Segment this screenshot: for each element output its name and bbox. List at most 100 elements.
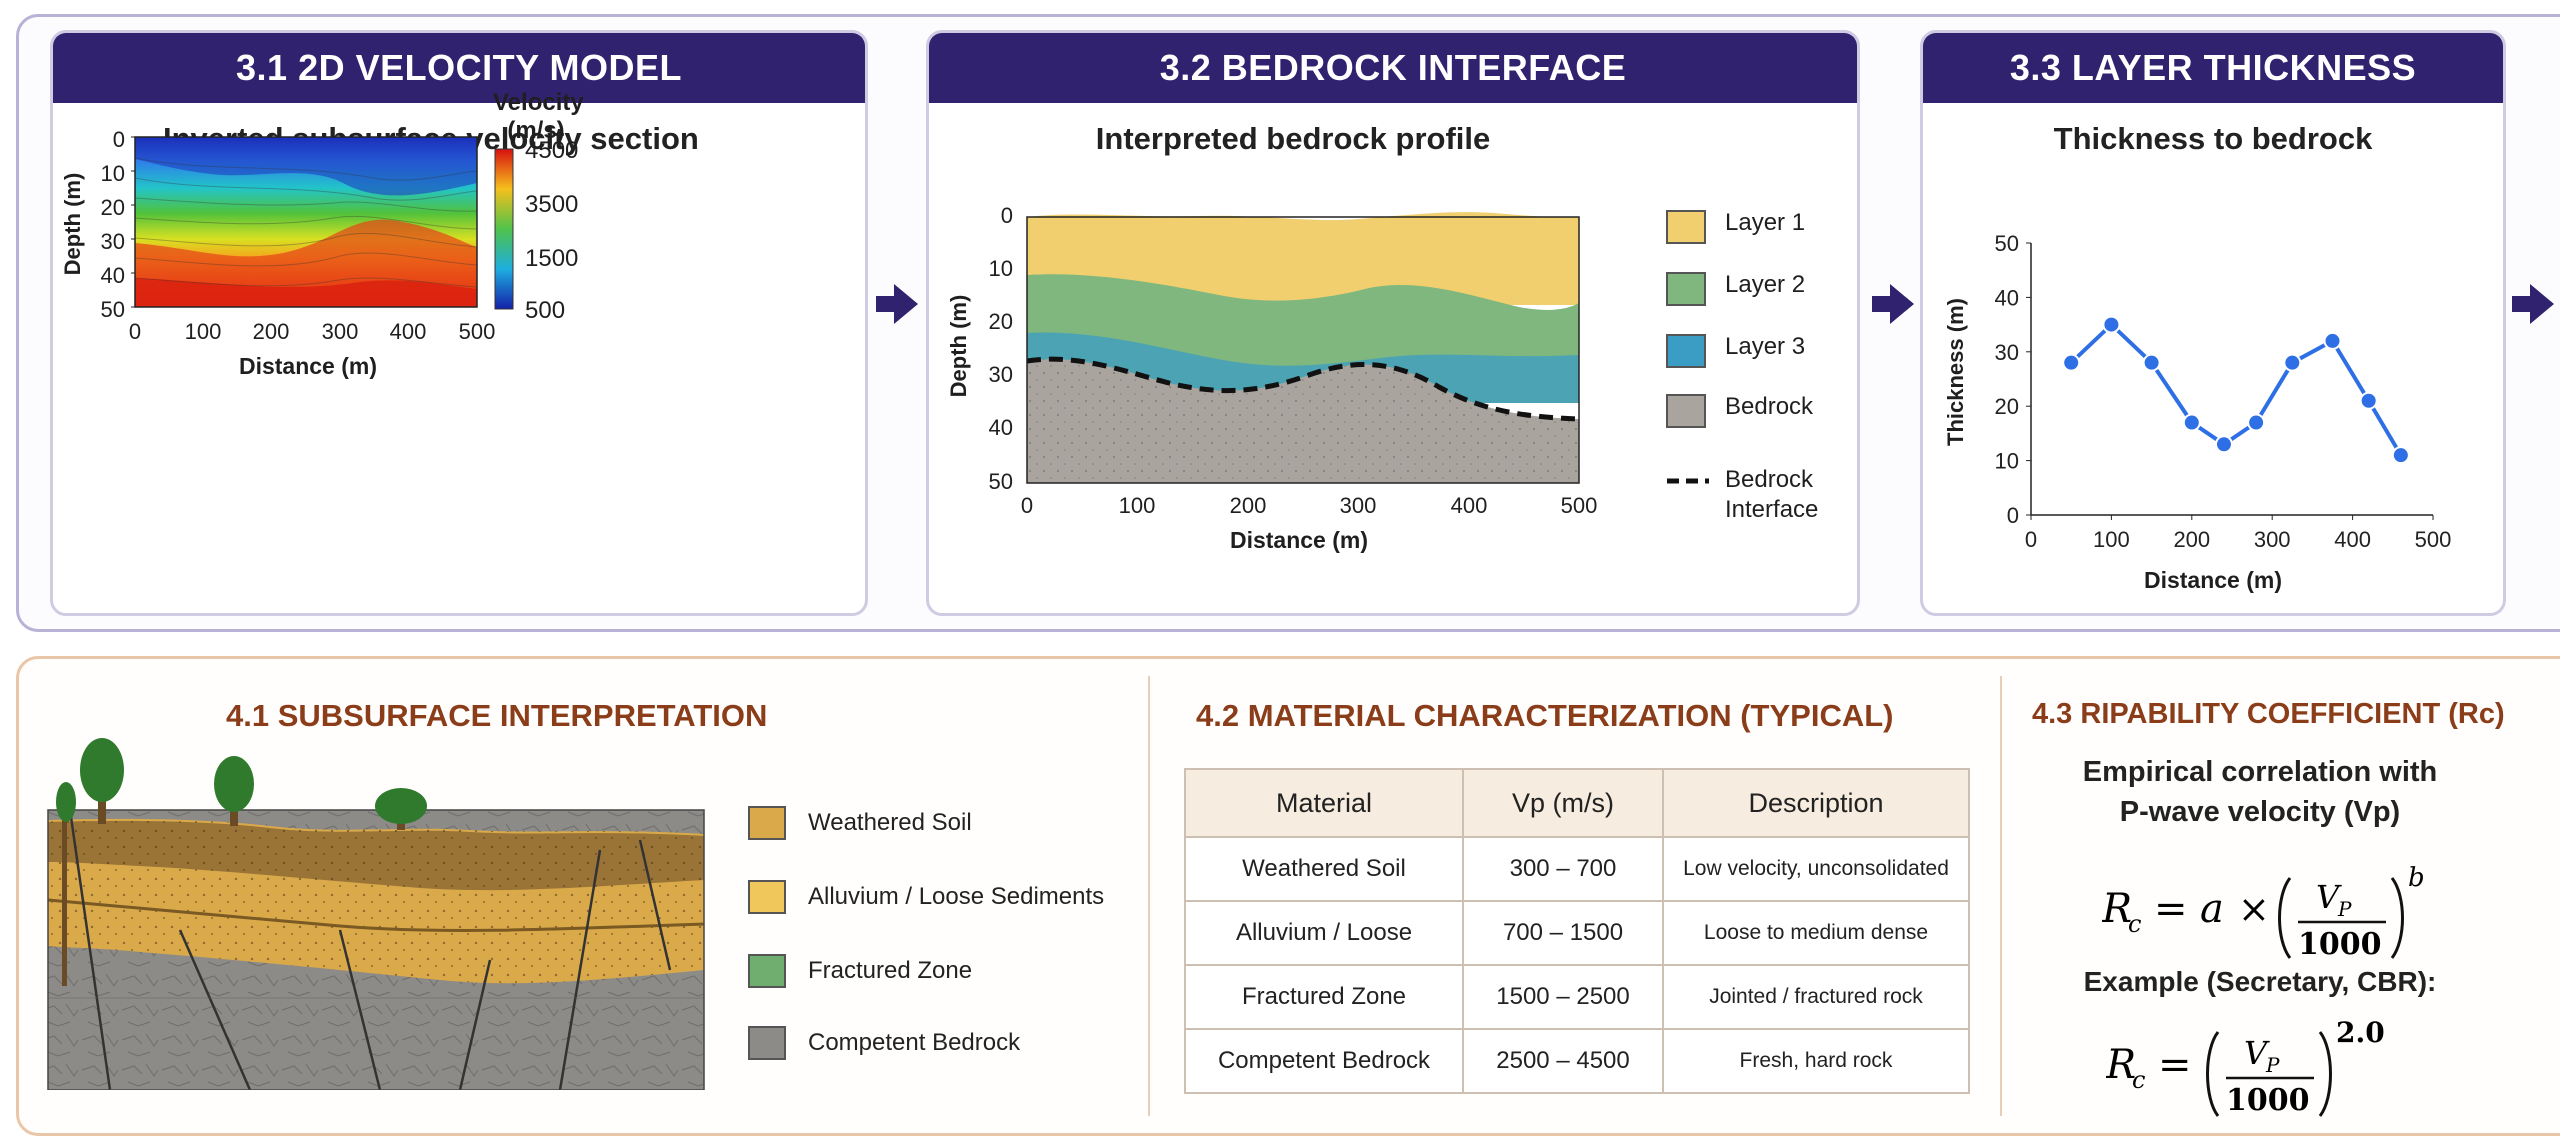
subsurface-interpretation-title: 4.1 SUBSURFACE INTERPRETATION: [226, 698, 768, 733]
series-line: [2069, 321, 2403, 457]
svg-text:=: =: [2154, 886, 2188, 932]
y-tick-label: 0: [112, 127, 125, 152]
layer-thickness-panel: 3.3 LAYER THICKNESS Thickness to bedrock…: [1920, 30, 2506, 616]
y-tick-label: 40: [100, 263, 125, 288]
x-tick-label: 300: [2254, 527, 2291, 552]
swatch-weathered-soil: [748, 806, 786, 840]
table-cell: Fresh, hard rock: [1662, 1028, 1970, 1094]
svg-text:P: P: [2337, 897, 2352, 921]
x-tick-label: 200: [252, 319, 290, 344]
x-tick-label: 500: [458, 319, 496, 344]
table-row: Fractured Zone 1500 – 2500 Jointed / fra…: [1184, 964, 1970, 1030]
table-cell: Alluvium / Loose: [1184, 900, 1464, 966]
section-divider: [2000, 676, 2002, 1116]
legend-bedrock: Bedrock: [1725, 393, 1814, 420]
table-cell: Fractured Zone: [1184, 964, 1464, 1030]
legend-weathered-soil: Weathered Soil: [748, 806, 972, 840]
y-tick-label: 30: [1995, 340, 2019, 365]
svg-text:V: V: [2316, 878, 2342, 916]
y-axis-label: Depth (m): [946, 294, 971, 398]
x-tick-label: 500: [2415, 527, 2452, 552]
svg-text:a: a: [2200, 886, 2224, 932]
layer-thickness-subtitle: Thickness to bedrock: [2053, 121, 2373, 156]
y-tick-label: 10: [100, 161, 125, 186]
velocity-section-plot: [131, 136, 514, 310]
y-tick-label: 0: [2007, 503, 2019, 528]
rippability-example-equation: R c = V P 1000 2.0: [2105, 1014, 2436, 1134]
svg-text:1000: 1000: [2226, 1083, 2310, 1118]
svg-text:×: ×: [2238, 887, 2270, 931]
y-tick-label: 40: [988, 415, 1013, 440]
x-tick-label: 300: [1339, 493, 1377, 518]
y-tick-label: 30: [100, 229, 125, 254]
x-tick-label: 0: [128, 319, 142, 344]
x-tick-label: 100: [1118, 493, 1156, 518]
table-header: Vp (m/s): [1462, 768, 1664, 838]
bedrock-interface-panel: 3.2 BEDROCK INTERFACE Interpreted bedroc…: [926, 30, 1860, 616]
colorbar-tick: 1500: [525, 245, 579, 272]
bedrock-interface-title: 3.2 BEDROCK INTERFACE: [929, 33, 1857, 103]
y-axis-label: Depth (m): [60, 172, 85, 276]
table-header-row: Material Vp (m/s) Description: [1184, 768, 1970, 838]
flow-arrow-icon: [876, 284, 918, 324]
y-tick-label: 0: [1000, 203, 1013, 228]
table-row: Competent Bedrock 2500 – 4500 Fresh, har…: [1184, 1028, 1970, 1094]
colorbar-tick: 4500: [525, 137, 579, 164]
legend-fractured-zone: Fractured Zone: [748, 954, 972, 988]
table-header: Material: [1184, 768, 1464, 838]
x-tick-label: 400: [389, 319, 427, 344]
x-axis-label: Distance (m): [238, 353, 378, 379]
data-point: [2142, 353, 2161, 372]
section-divider: [1148, 676, 1150, 1116]
material-table: Material Vp (m/s) Description Weathered …: [1184, 768, 1970, 1094]
velocity-model-title: 3.1 2D VELOCITY MODEL: [53, 33, 865, 103]
data-point: [2182, 413, 2201, 432]
rippability-example-label: Example (Secretary, CBR):: [2083, 966, 2437, 997]
x-axis-label: Distance (m): [1229, 527, 1369, 553]
table-cell: Weathered Soil: [1184, 836, 1464, 902]
svg-text:V: V: [2244, 1034, 2270, 1072]
svg-text:=: =: [2158, 1042, 2192, 1088]
y-tick-label: 30: [988, 362, 1013, 387]
bedrock-profile-plot: [1026, 210, 1709, 484]
table-cell: 700 – 1500: [1462, 900, 1664, 966]
table-cell: Competent Bedrock: [1184, 1028, 1464, 1094]
table-cell: 2500 – 4500: [1462, 1028, 1664, 1094]
legend-competent-bedrock: Competent Bedrock: [748, 1026, 1020, 1060]
table-cell: Low velocity, unconsolidated: [1662, 836, 1970, 902]
svg-text:R: R: [2102, 886, 2132, 932]
rippability-exponent: 2.0: [2336, 1016, 2385, 1049]
legend-layer-2: Layer 2: [1725, 271, 1806, 298]
flow-arrow-icon: [1872, 284, 1914, 324]
data-point: [2214, 435, 2233, 454]
svg-text:P: P: [2265, 1053, 2280, 1077]
x-tick-label: 300: [321, 319, 359, 344]
data-point: [2391, 446, 2410, 465]
x-tick-label: 0: [2025, 527, 2037, 552]
y-tick-label: 10: [1995, 449, 2019, 474]
data-point: [2323, 331, 2342, 350]
velocity-colorbar: [494, 148, 514, 310]
x-tick-label: 400: [1450, 493, 1488, 518]
y-tick-label: 40: [1995, 285, 2019, 310]
svg-text:1000: 1000: [2298, 927, 2382, 960]
colorbar-tick: 500: [525, 297, 566, 324]
data-point: [2247, 413, 2266, 432]
colorbar-tick: 3500: [525, 191, 579, 218]
bedrock-interface-subtitle: Interpreted bedrock profile: [1095, 121, 1491, 156]
table-row: Weathered Soil 300 – 700 Low velocity, u…: [1184, 836, 1970, 902]
x-axis-label: Distance (m): [2143, 567, 2283, 593]
material-characterization-title: 4.2 MATERIAL CHARACTERIZATION (TYPICAL): [1196, 698, 1894, 733]
legend-alluvium: Alluvium / Loose Sediments: [748, 880, 1104, 914]
x-tick-label: 100: [2093, 527, 2130, 552]
swatch-fractured-zone: [748, 954, 786, 988]
data-point: [2102, 315, 2121, 334]
y-axis-label: Thickness (m): [1943, 298, 1968, 446]
table-cell: 1500 – 2500: [1462, 964, 1664, 1030]
geologic-cross-section: [47, 738, 705, 1090]
velocity-model-panel: 3.1 2D VELOCITY MODEL Inverted subsurfac…: [50, 30, 868, 616]
rippability-title: 4.3 RIPABILITY COEFFICIENT (Rc): [2032, 698, 2505, 730]
data-point: [2359, 391, 2378, 410]
legend-layer-3: Layer 3: [1725, 333, 1806, 360]
y-tick-label: 50: [1995, 231, 2019, 256]
